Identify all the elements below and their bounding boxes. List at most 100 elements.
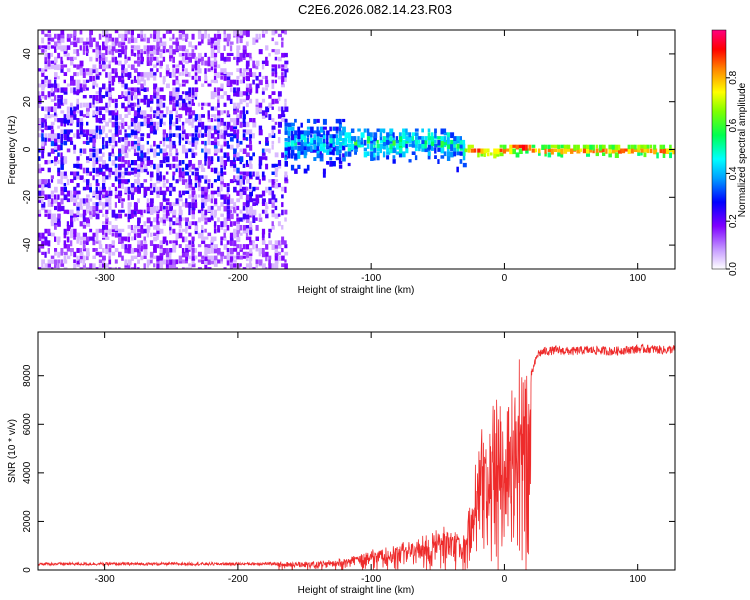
spectrogram-cell (627, 148, 631, 154)
spectrogram-cell (175, 110, 178, 116)
spectrogram-cell (169, 225, 172, 231)
spectrogram-cell (249, 163, 253, 169)
spectrogram-cell (86, 133, 89, 139)
spectrogram-cell (239, 110, 243, 115)
spectrogram-cell (236, 91, 241, 97)
spectrogram-cell (242, 267, 247, 269)
spectrogram-cell (41, 37, 45, 44)
spectrogram-cell (233, 160, 236, 165)
spectrogram-cell (249, 83, 252, 89)
spectrogram-cell (73, 259, 76, 263)
spectrogram-cell (169, 202, 172, 207)
spectrogram-cell (210, 37, 215, 44)
spectrogram-cell (98, 52, 102, 59)
spectrogram-cell (82, 68, 86, 73)
spectrogram-cell (223, 152, 227, 158)
spectrogram-cell (582, 144, 587, 149)
spectrogram-cell (149, 148, 153, 153)
spectrogram-cell (258, 160, 263, 166)
spectrogram-cell (284, 60, 289, 65)
spectrogram-cell (223, 255, 227, 259)
spectrogram-cell (373, 139, 376, 145)
spectrogram-cell (156, 236, 159, 240)
spectrogram-cell (86, 179, 90, 186)
spectrogram-cell (373, 151, 376, 158)
spectrogram-cell (245, 144, 250, 148)
spectrogram-cell (86, 194, 90, 198)
spectrogram-cell (105, 56, 108, 63)
spectrogram-cell (220, 221, 225, 228)
spectrogram-cell (92, 209, 97, 216)
spectrogram-cell (60, 68, 64, 73)
spectrogram-cell (357, 128, 361, 132)
spectrogram-cell (165, 152, 169, 156)
spectrogram-cell (223, 45, 226, 51)
spectrogram-cell (54, 198, 58, 204)
spectrogram-cell (398, 147, 403, 154)
spectrogram-cell (153, 186, 156, 193)
spectrogram-cell (89, 68, 94, 74)
spectrogram-cell (50, 179, 54, 183)
colorbar-label: Normalized spectral amplitude (737, 82, 748, 217)
spectrogram-cell (60, 175, 64, 180)
spectrogram-cell (204, 228, 207, 233)
spectrogram-cell (252, 152, 255, 157)
spectrogram-cell (178, 72, 182, 76)
spectrogram-cell (89, 183, 92, 188)
spectrogram-cell (303, 153, 307, 159)
spectrogram-cell (162, 129, 166, 135)
spectrogram-cell (284, 141, 289, 148)
spectrogram-cell (114, 259, 118, 264)
spectrogram-cell (130, 183, 135, 188)
spectrogram-cell (316, 141, 321, 147)
spectrogram-cell (86, 160, 90, 164)
spectrogram-cell (89, 148, 93, 152)
spectrogram-cell (175, 152, 179, 156)
spectrogram-cell (92, 236, 95, 242)
spectrogram-cell (265, 202, 268, 207)
spectrogram-cell (66, 209, 70, 215)
spectrogram-cell (258, 129, 263, 136)
spectrogram-cell (153, 114, 156, 118)
spectrogram-cell (124, 179, 129, 185)
spectrogram-cell (284, 102, 287, 107)
spectrogram-cell (169, 263, 174, 269)
spectrogram-cell (223, 221, 228, 228)
spectrogram-cell (236, 68, 240, 72)
spectrogram-cell (127, 190, 132, 195)
spectrogram-cell (114, 30, 119, 34)
spectrogram-cell (44, 240, 48, 246)
spectrogram-cell (245, 95, 250, 101)
spectrogram-cell (271, 125, 276, 130)
spectrogram-cell (133, 114, 138, 120)
spectrogram-cell (287, 153, 291, 159)
spectrogram-cell (54, 110, 57, 116)
spectrogram-cell (63, 91, 68, 95)
spectrogram-cell (271, 225, 275, 230)
spectrogram-cell (86, 121, 89, 126)
spectrogram-cell (518, 144, 523, 149)
spectrogram-cell (255, 259, 259, 264)
spectrogram-cell (57, 95, 62, 99)
spectrogram-cell (223, 232, 226, 238)
spectrogram-cell (338, 122, 342, 128)
spectrogram-cell (217, 102, 220, 108)
spectrogram-cell (153, 30, 157, 35)
spectrogram-cell (217, 186, 220, 192)
spectrogram-cell (57, 52, 61, 59)
spectrogram-cell (217, 175, 221, 181)
spectrogram-cell (233, 228, 236, 235)
spectrogram-cell (54, 248, 58, 252)
spectrogram-cell (165, 217, 170, 222)
spectrogram-cell (95, 129, 99, 133)
spectrogram-cell (201, 202, 205, 209)
spectrogram-cell (541, 144, 546, 150)
spectrogram-cell (57, 221, 61, 227)
spectrogram-cell (201, 205, 204, 211)
spectrogram-cell (172, 171, 176, 176)
spectrogram-cell (467, 148, 471, 153)
spectrogram-cell (153, 72, 157, 76)
spectrogram-cell (322, 172, 326, 178)
spectrogram-cell (265, 251, 269, 257)
spectrogram-cell (191, 152, 196, 158)
